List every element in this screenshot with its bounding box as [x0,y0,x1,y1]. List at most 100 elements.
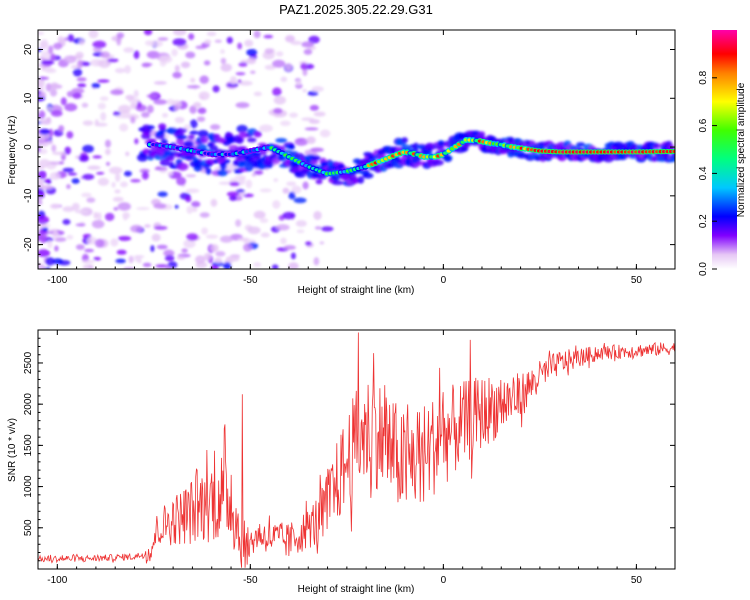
spectrogram-envelope-cell [431,159,444,166]
spectrogram-noise-cell [259,124,273,133]
y-tick-label: 1500 [23,434,34,457]
spectrogram-noise-cell [81,259,95,264]
spectrogram-noise-cell [54,245,59,252]
spectrogram-noise-cell [206,31,217,36]
spectrogram-noise-cell [174,103,180,111]
spectrogram-noise-cell [273,107,283,114]
spectrogram-noise-cell [236,124,248,133]
snr-y-label: SNR (10 * v/v) [7,418,18,482]
spectrogram-noise-cell [112,196,124,202]
spectrogram-noise-cell [224,163,237,172]
spectrogram-envelope-cell [377,149,385,156]
spectrogram-noise-cell [282,211,296,220]
spectrogram-cells [38,30,675,269]
spectrogram-noise-cell [60,97,67,106]
spectrogram-noise-cell [193,101,202,109]
spectrogram-noise-cell [38,200,43,206]
spectrogram-noise-cell [108,166,123,175]
spectrogram-noise-cell [167,171,173,176]
spectrogram-envelope-cell [176,162,189,171]
spectrogram-noise-cell [185,51,196,59]
spectrogram-envelope-cell [275,138,288,143]
spectrogram-noise-cell [205,234,219,239]
spectrogram-envelope-cell [309,155,321,161]
spectrogram-envelope-cell [235,136,244,144]
spectrogram-noise-cell [46,106,54,112]
spectrogram-noise-cell [288,262,299,269]
spectrogram-noise-cell [260,232,270,238]
spectrogram-noise-cell [141,171,149,180]
spectrogram-noise-cell [76,59,83,69]
spectrogram-noise-cell [82,173,95,180]
spectrogram-noise-cell [296,138,304,142]
spectrogram-noise-cell [295,220,307,227]
spectrogram-noise-cell [50,110,63,117]
spectrogram-noise-cell [52,151,65,155]
spectrogram-noise-cell [91,219,105,229]
spectrogram-noise-cell [82,120,94,126]
spectrogram-noise-cell [75,244,85,251]
colorbar-tick-label: 0.2 [698,214,709,228]
snr-y-ticks: 500 1000 1500 2000 2500 [23,337,675,562]
colorbar-ticks: 0.0 0.2 0.4 0.6 0.8 [698,70,717,276]
spectrogram-noise-cell [146,94,158,98]
spectrogram-noise-cell [97,79,110,83]
spectrogram-noise-cell [82,233,92,239]
spectrogram-noise-cell [124,64,131,74]
spectrogram-noise-cell [154,167,168,171]
spectrogram-noise-cell [104,212,115,221]
spectrogram-envelope-cell [176,127,188,134]
spectrogram-noise-cell [253,30,261,39]
spectrogram-noise-cell [229,181,241,187]
spectrogram-noise-cell [273,178,279,183]
spectrogram-noise-cell [45,257,55,266]
spectrogram-noise-cell [57,36,64,43]
spectrogram-noise-cell [64,103,78,112]
colorbar-tick-label: 0.0 [698,262,709,276]
spectrogram-noise-cell [141,111,150,118]
spectrogram-noise-cell [189,105,197,114]
spectrogram-noise-cell [293,197,307,204]
spectrogram-noise-cell [116,32,125,39]
colorbar: 0.0 0.2 0.4 0.6 0.8 Normalized spectral ampl… [698,30,747,276]
spectrogram-noise-cell [117,202,131,211]
spectrogram-noise-cell [120,181,128,188]
spectrogram-noise-cell [304,127,319,131]
spectrogram-noise-cell [236,189,246,193]
spectrogram-envelope-cell [669,156,675,162]
spectrogram-noise-cell [79,39,85,46]
spectrogram-envelope-cell [187,134,195,140]
spectrogram-noise-cell [300,62,307,71]
spectrogram-envelope-cell [507,151,515,158]
spectrogram-noise-cell [319,129,331,138]
spectrogram-noise-cell [72,68,83,77]
spectrogram-noise-cell [220,57,227,65]
spectrogram-noise-cell [46,117,52,121]
spectrogram-envelope-cell [576,142,586,147]
spectrogram-envelope-cell [422,149,433,155]
spectrogram-noise-cell [305,241,312,246]
spectrogram-noise-cell [251,173,257,177]
spectrogram-noise-cell [264,64,276,70]
spectrogram-noise-cell [271,264,279,269]
spectrogram-noise-cell [96,171,105,175]
spectrogram-noise-cell [38,48,42,53]
spectrogram-envelope-cell [209,144,218,152]
spectrogram-noise-cell [40,60,55,65]
spectrogram-noise-cell [235,72,246,76]
spectrogram-noise-cell [151,233,161,242]
spectrogram-noise-cell [296,229,305,234]
colorbar-label: Normalized spectral amplitude [736,82,747,217]
spectrogram-noise-cell [313,111,326,117]
spectrogram-noise-cell [196,116,206,122]
spectrogram-noise-cell [288,191,296,200]
spectrogram-noise-cell [71,87,85,94]
spectrogram-noise-cell [165,266,172,269]
spectrogram-envelope-cell [183,140,195,148]
spectrogram-noise-cell [42,227,49,232]
spectrogram-noise-cell [289,112,298,118]
spectrogram-noise-cell [172,71,182,79]
spectrogram-noise-cell [229,75,237,85]
spectrogram-noise-cell [275,224,290,231]
spectrogram-envelope-cell [165,155,175,161]
